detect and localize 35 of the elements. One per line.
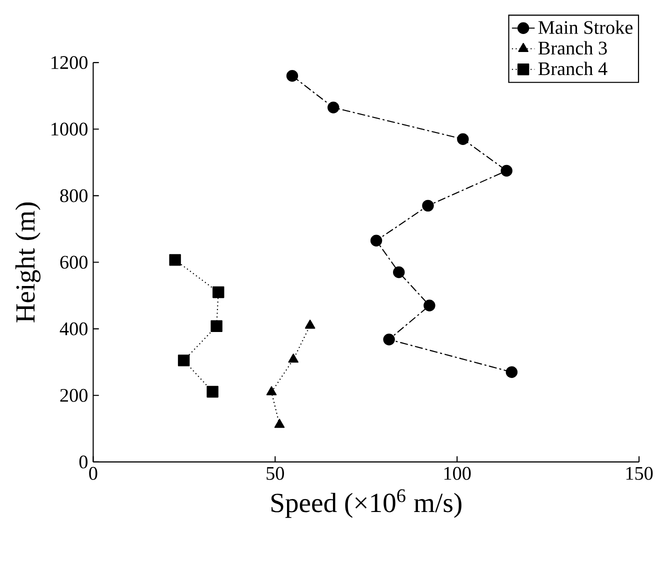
point: [178, 354, 190, 366]
point: [370, 234, 382, 247]
point: [424, 300, 436, 312]
point: [328, 102, 340, 114]
legend-label: Branch 4: [538, 62, 608, 76]
point: [422, 200, 434, 212]
point: [266, 386, 277, 396]
point: [212, 286, 224, 298]
point: [206, 386, 218, 398]
point: [210, 320, 222, 332]
y-tick-label: 1000: [52, 122, 88, 136]
legend-label: Branch 3: [538, 41, 607, 55]
point: [506, 366, 518, 378]
point: [288, 354, 298, 363]
x-tick-label: 100: [444, 467, 471, 480]
x-tick-label: 50: [266, 467, 284, 480]
point: [500, 164, 512, 177]
point: [286, 70, 298, 82]
point: [393, 266, 405, 278]
point: [304, 320, 316, 329]
legend-label: Main Stroke: [538, 20, 633, 34]
y-tick-label: 200: [60, 389, 88, 402]
y-tick-label: 800: [60, 189, 88, 202]
y-axis-title: Height (m): [15, 202, 40, 323]
y-tick-label: 1200: [52, 56, 88, 70]
x-axis-title: Speed (×10$^{6}$ m/s): [271, 489, 462, 518]
point: [169, 254, 181, 266]
y-tick-label: 600: [60, 256, 88, 269]
x-tick-label: 0: [89, 467, 98, 480]
x-tick-label: 150: [626, 467, 653, 480]
y-tick-label: 0: [79, 456, 88, 469]
point: [274, 418, 285, 428]
point: [383, 334, 395, 346]
point: [457, 133, 469, 146]
y-tick-label: 400: [60, 322, 88, 336]
